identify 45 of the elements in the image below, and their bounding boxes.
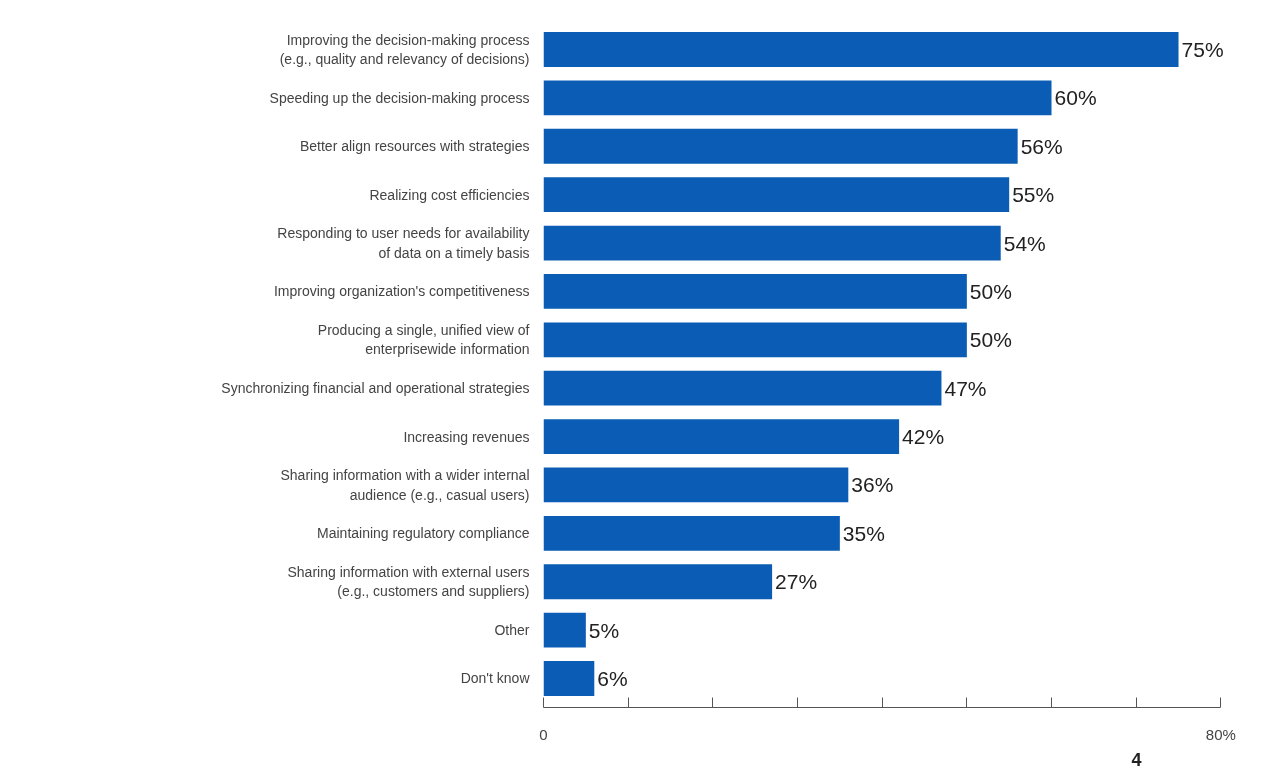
y-tick-label: Other xyxy=(494,622,530,639)
y-tick-label: Speeding up the decision-making process xyxy=(269,89,530,106)
y-tick-label: Synchronizing financial and operational strategies xyxy=(221,380,530,397)
data-label: 56% xyxy=(1020,134,1063,158)
data-label: 60% xyxy=(1054,86,1097,110)
data-label: 47% xyxy=(944,376,987,400)
bar xyxy=(543,177,1010,213)
data-label: 50% xyxy=(969,279,1012,303)
bar xyxy=(543,467,849,503)
bar xyxy=(543,225,1001,261)
data-label: 42% xyxy=(902,425,945,449)
y-tick-label: Better align resources with strategies xyxy=(299,138,530,155)
y-tick-label: Responding to user needs for availability of data on a timely basis xyxy=(277,225,530,261)
bar xyxy=(543,419,900,454)
bar xyxy=(543,661,595,696)
y-tick-label: Sharing information with external users (e.g., customers and suppliers) xyxy=(287,564,530,600)
bar xyxy=(543,128,1018,164)
data-label: 27% xyxy=(775,570,818,594)
data-label: 50% xyxy=(969,328,1012,352)
data-label: 5% xyxy=(588,618,620,642)
bar xyxy=(543,80,1052,116)
data-label: 35% xyxy=(842,521,885,545)
bar xyxy=(543,322,967,358)
y-tick-label: Improving organization's competitiveness xyxy=(273,283,530,300)
y-tick-label: Producing a single, unified view of enterprisewide information xyxy=(317,322,530,358)
y-tick-label: Improving the decision-making process (e.g., quality and relevancy of decisions) xyxy=(279,31,530,68)
x-tick-label: 80% xyxy=(1205,725,1236,743)
text: 4 xyxy=(1131,749,1142,770)
data-label: 54% xyxy=(1003,231,1046,255)
bar xyxy=(543,370,942,406)
x-tick-label: 0 xyxy=(539,725,548,743)
data-label: 55% xyxy=(1012,183,1055,207)
y-tick-label: Increasing revenues xyxy=(403,428,530,445)
y-tick-label: Maintaining regulatory compliance xyxy=(317,525,530,542)
data-label: 75% xyxy=(1181,38,1224,62)
y-tick-label: Don't know xyxy=(460,670,531,687)
y-tick-label: Realizing cost efficiencies xyxy=(369,186,530,203)
data-label: 36% xyxy=(851,473,894,497)
bar xyxy=(543,612,586,648)
bar xyxy=(543,32,1179,67)
y-tick-label: Sharing information with a wider internal audience (e.g., casual users) xyxy=(280,467,530,503)
bar xyxy=(543,564,773,600)
data-label: 6% xyxy=(597,666,628,690)
bar xyxy=(543,515,840,551)
bar xyxy=(543,274,967,309)
